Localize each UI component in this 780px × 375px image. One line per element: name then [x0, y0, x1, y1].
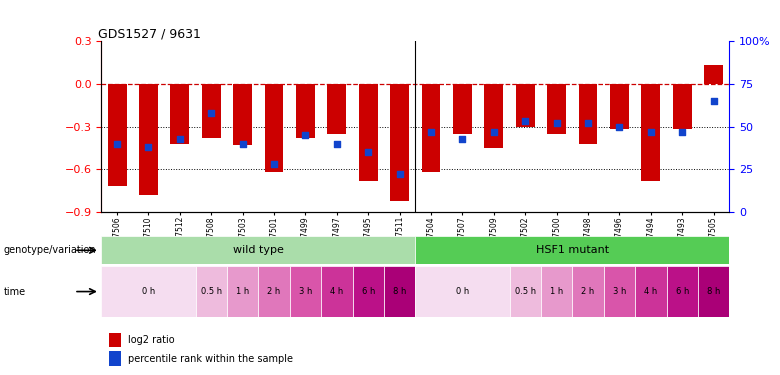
- Bar: [171, 84, 190, 144]
- Bar: [579, 84, 597, 144]
- Text: 0 h: 0 h: [142, 287, 155, 296]
- Bar: [641, 84, 660, 181]
- Text: 4 h: 4 h: [644, 287, 658, 296]
- Point: [236, 141, 249, 147]
- Text: 2 h: 2 h: [268, 287, 281, 296]
- Bar: [667, 266, 698, 317]
- Bar: [453, 84, 472, 134]
- Text: 4 h: 4 h: [330, 287, 343, 296]
- Point: [205, 110, 218, 116]
- Text: 1 h: 1 h: [550, 287, 563, 296]
- Point: [331, 141, 343, 147]
- Text: 0.5 h: 0.5 h: [515, 287, 536, 296]
- Bar: [390, 84, 409, 201]
- Bar: [415, 266, 509, 317]
- Point: [456, 135, 469, 141]
- Bar: [290, 266, 321, 317]
- Point: [425, 129, 438, 135]
- Point: [488, 129, 500, 135]
- Point: [613, 124, 626, 130]
- Bar: [673, 84, 692, 129]
- Bar: [548, 84, 566, 134]
- Bar: [258, 266, 290, 317]
- Bar: [196, 266, 227, 317]
- Text: 6 h: 6 h: [675, 287, 689, 296]
- Text: 1 h: 1 h: [236, 287, 250, 296]
- Point: [676, 129, 689, 135]
- Point: [707, 98, 720, 104]
- Bar: [422, 84, 441, 172]
- Bar: [233, 84, 252, 145]
- Bar: [484, 84, 503, 148]
- Point: [519, 118, 531, 124]
- Text: wild type: wild type: [233, 245, 284, 255]
- Bar: [610, 84, 629, 129]
- Bar: [202, 84, 221, 138]
- Point: [174, 135, 186, 141]
- Bar: [359, 84, 378, 181]
- Bar: [296, 84, 315, 138]
- Point: [551, 120, 563, 126]
- Bar: [101, 266, 196, 317]
- Point: [393, 171, 406, 177]
- Bar: [604, 266, 635, 317]
- Bar: [139, 84, 158, 195]
- Bar: [328, 84, 346, 134]
- Text: 8 h: 8 h: [707, 287, 720, 296]
- Bar: [109, 351, 121, 366]
- Bar: [384, 266, 415, 317]
- Text: 3 h: 3 h: [613, 287, 626, 296]
- Point: [111, 141, 123, 147]
- Text: HSF1 mutant: HSF1 mutant: [536, 245, 609, 255]
- Point: [300, 132, 312, 138]
- Text: percentile rank within the sample: percentile rank within the sample: [128, 354, 293, 363]
- Bar: [635, 266, 667, 317]
- Text: 0 h: 0 h: [456, 287, 469, 296]
- Point: [644, 129, 657, 135]
- Bar: [101, 236, 415, 264]
- Bar: [509, 266, 541, 317]
- Point: [362, 149, 374, 155]
- Bar: [108, 84, 126, 186]
- Text: 0.5 h: 0.5 h: [200, 287, 222, 296]
- Bar: [353, 266, 384, 317]
- Bar: [573, 266, 604, 317]
- Bar: [516, 84, 534, 127]
- Text: 8 h: 8 h: [393, 287, 406, 296]
- Point: [582, 120, 594, 126]
- Point: [268, 161, 280, 167]
- Bar: [109, 333, 121, 347]
- Bar: [321, 266, 353, 317]
- Text: 3 h: 3 h: [299, 287, 312, 296]
- Text: 6 h: 6 h: [362, 287, 375, 296]
- Bar: [704, 65, 723, 84]
- Bar: [698, 266, 729, 317]
- Bar: [541, 266, 573, 317]
- Bar: [415, 236, 729, 264]
- Bar: [264, 84, 283, 172]
- Text: 2 h: 2 h: [581, 287, 594, 296]
- Text: genotype/variation: genotype/variation: [4, 245, 97, 255]
- Text: log2 ratio: log2 ratio: [128, 335, 175, 345]
- Bar: [227, 266, 258, 317]
- Text: time: time: [4, 286, 26, 297]
- Point: [142, 144, 154, 150]
- Text: GDS1527 / 9631: GDS1527 / 9631: [98, 27, 201, 40]
